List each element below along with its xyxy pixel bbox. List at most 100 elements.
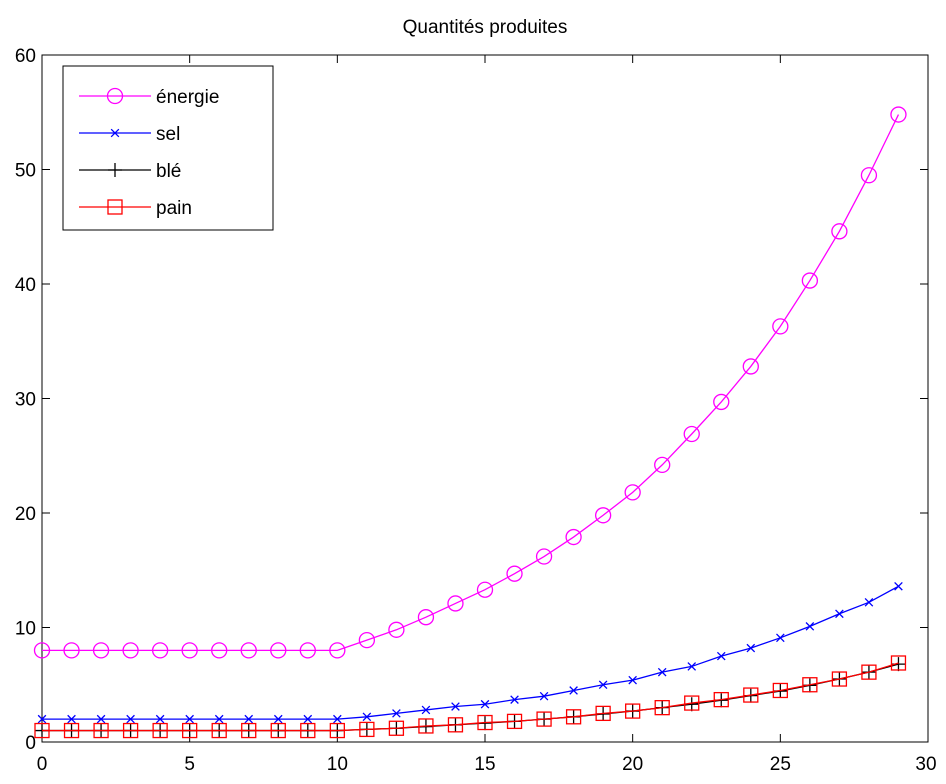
- legend-label: énergie: [156, 87, 219, 108]
- legend-label: pain: [156, 198, 192, 219]
- series-line: [42, 114, 900, 652]
- x-marker: [392, 709, 401, 718]
- x-axis: 0 5 10 15 20 25 30: [37, 55, 937, 775]
- square-marker: [122, 722, 139, 739]
- legend-item: blé: [79, 161, 181, 182]
- square-marker: [447, 717, 464, 733]
- circle-marker: [358, 631, 376, 649]
- square-marker: [107, 199, 123, 215]
- x-marker: [569, 686, 578, 695]
- x-marker: [451, 702, 460, 711]
- series-sel: [37, 581, 903, 724]
- x-marker: [864, 598, 874, 607]
- circle-marker: [329, 642, 346, 659]
- circle-marker: [890, 106, 907, 123]
- x-tick-label: 10: [327, 754, 348, 775]
- plus-marker: [108, 163, 122, 177]
- x-marker: [126, 714, 135, 724]
- x-marker: [214, 714, 224, 724]
- circle-marker: [447, 595, 464, 612]
- circle-marker: [506, 565, 523, 582]
- circle-marker: [106, 87, 124, 105]
- square-marker: [329, 722, 345, 739]
- square-marker: [654, 700, 670, 716]
- square-marker: [506, 713, 523, 730]
- circle-marker: [831, 223, 848, 240]
- square-marker: [802, 677, 818, 693]
- x-marker: [96, 714, 106, 724]
- square-marker: [34, 722, 50, 739]
- y-axis: 0 10 20 30 40 50 60: [15, 46, 928, 754]
- x-marker: [244, 714, 254, 724]
- square-marker: [625, 703, 641, 719]
- circle-marker: [535, 548, 553, 565]
- x-marker: [510, 695, 519, 704]
- chart-title: Quantités produites: [403, 17, 568, 38]
- legend-label: sel: [156, 124, 180, 145]
- legend-box: [62, 65, 274, 231]
- x-marker: [303, 714, 313, 724]
- square-marker: [743, 687, 759, 703]
- x-marker: [67, 714, 76, 724]
- circle-marker: [92, 642, 110, 659]
- series-pain: [34, 655, 907, 739]
- circle-marker: [476, 581, 494, 598]
- circle-marker: [270, 642, 287, 659]
- y-tick-label: 30: [15, 390, 36, 411]
- square-marker: [359, 721, 375, 738]
- series-line: [42, 662, 899, 732]
- x-marker: [805, 622, 815, 631]
- legend-label: blé: [156, 161, 181, 182]
- circle-marker: [240, 642, 257, 659]
- square-marker: [861, 664, 877, 680]
- legend-item: sel: [79, 124, 180, 145]
- x-marker: [894, 581, 903, 591]
- x-marker: [835, 609, 844, 619]
- x-marker: [37, 714, 47, 724]
- square-marker: [713, 691, 729, 708]
- x-tick-label: 20: [622, 754, 643, 775]
- square-marker: [595, 705, 611, 722]
- y-tick-label: 40: [15, 275, 36, 296]
- x-marker: [776, 633, 785, 643]
- circle-marker: [683, 425, 700, 443]
- circle-marker: [801, 272, 819, 289]
- circle-marker: [713, 393, 730, 411]
- square-marker: [63, 722, 80, 739]
- x-tick-label: 5: [184, 754, 195, 775]
- circle-marker: [181, 642, 198, 659]
- circle-marker: [772, 318, 789, 335]
- series-line: [42, 585, 899, 720]
- square-marker: [182, 722, 198, 739]
- x-marker: [657, 667, 667, 677]
- circle-marker: [624, 484, 641, 501]
- x-marker: [628, 675, 637, 685]
- circle-marker: [565, 528, 582, 546]
- x-marker: [598, 680, 608, 690]
- square-marker: [270, 722, 286, 739]
- circle-marker: [299, 642, 316, 659]
- square-marker: [477, 714, 493, 731]
- y-tick-label: 0: [25, 733, 36, 754]
- x-marker: [185, 714, 194, 724]
- legend: énergie sel blé pain: [62, 65, 274, 231]
- x-marker: [273, 714, 283, 724]
- square-marker: [565, 709, 582, 725]
- x-marker: [716, 651, 726, 661]
- square-marker: [388, 720, 405, 736]
- x-tick-label: 25: [770, 754, 791, 775]
- x-marker: [155, 714, 165, 724]
- y-tick-label: 60: [15, 46, 36, 67]
- circle-marker: [860, 167, 878, 184]
- x-marker: [746, 643, 756, 653]
- square-marker: [684, 695, 700, 711]
- series-énergie: [33, 106, 907, 659]
- y-tick-label: 10: [15, 619, 36, 640]
- legend-item: énergie: [79, 87, 219, 108]
- y-tick-label: 20: [15, 504, 36, 525]
- square-marker: [241, 722, 257, 739]
- circle-marker: [654, 456, 671, 474]
- x-marker: [110, 128, 120, 138]
